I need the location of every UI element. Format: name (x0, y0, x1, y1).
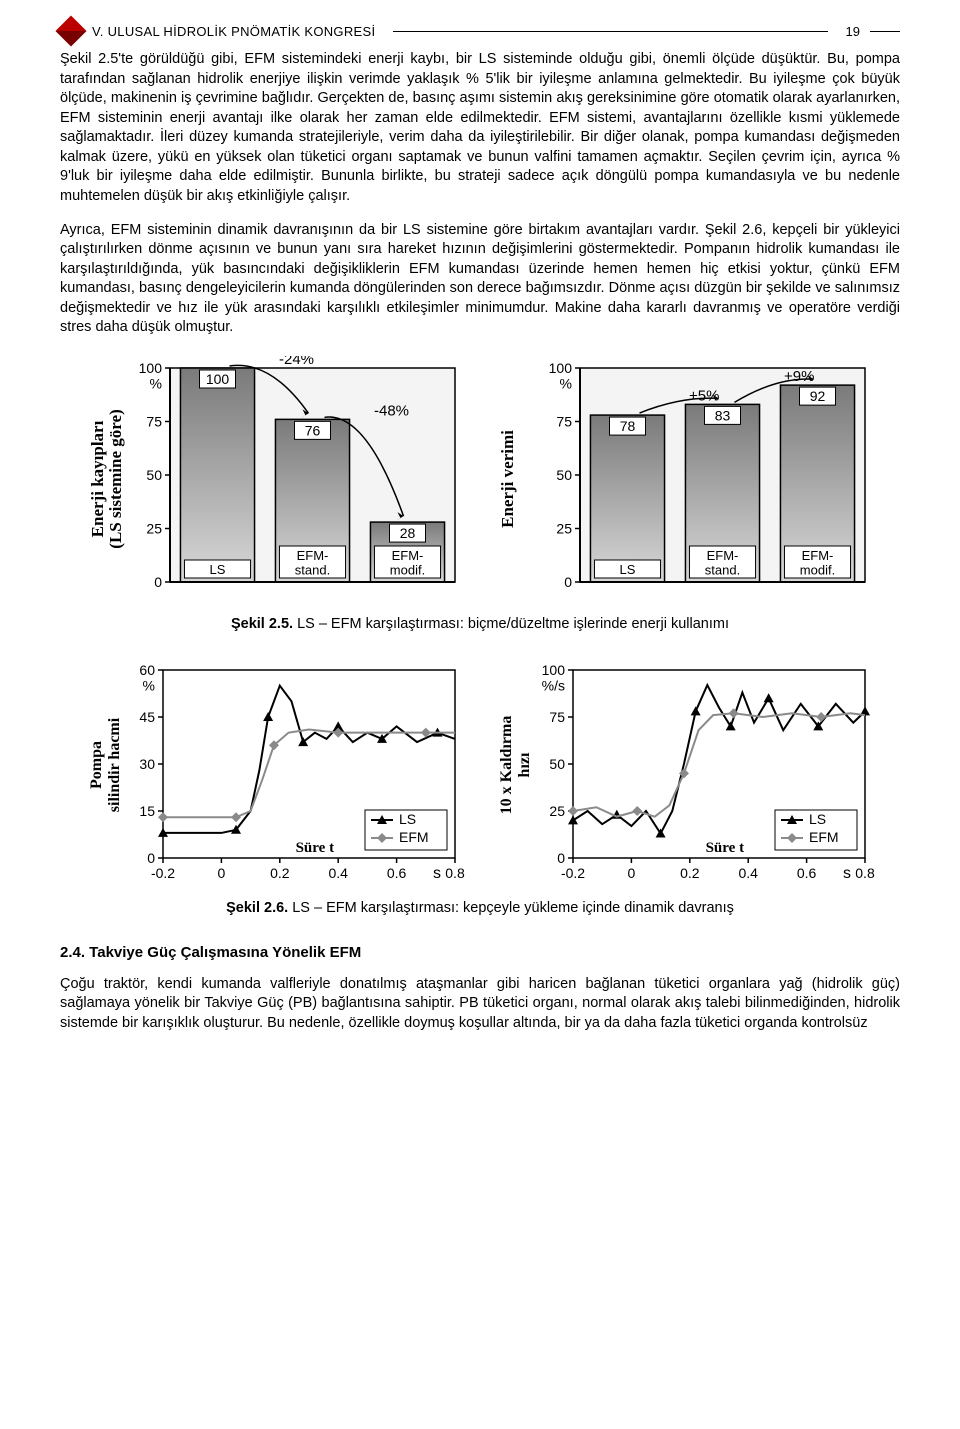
chart-energy-efficiency: Enerji verimi 0 25 50 75 100% 78 LS 83 EFM-stand.… (495, 356, 875, 606)
chart-lift-speed: 10 x Kaldırmahızı0255075100%/s-0.200.20.… (495, 660, 875, 890)
svg-text:EFM-stand.: EFM-stand. (295, 548, 330, 577)
header-rule (393, 31, 827, 32)
svg-text:LS: LS (210, 562, 226, 577)
svg-text:100: 100 (206, 371, 230, 387)
svg-text:25: 25 (556, 520, 572, 536)
header-rule-end (870, 31, 900, 32)
svg-text:LS: LS (620, 562, 636, 577)
caption-2-5-text: LS – EFM karşılaştırması: biçme/düzeltme… (293, 616, 729, 632)
svg-text:LS: LS (809, 811, 826, 827)
svg-text:0.6: 0.6 (797, 865, 817, 881)
svg-text:76: 76 (305, 422, 321, 438)
svg-text:-0.2: -0.2 (561, 865, 585, 881)
caption-2-5: Şekil 2.5. LS – EFM karşılaştırması: biç… (60, 616, 900, 632)
svg-text:75: 75 (549, 709, 565, 725)
svg-text:25: 25 (549, 803, 565, 819)
svg-text:75: 75 (556, 413, 572, 429)
header-title: V. ULUSAL HİDROLİK PNÖMATİK KONGRESİ (92, 24, 375, 39)
svg-text:s: s (843, 865, 851, 882)
svg-text:Süre t: Süre t (706, 840, 744, 856)
svg-text:0.4: 0.4 (738, 865, 758, 881)
svg-text:83: 83 (715, 407, 731, 423)
svg-text:(LS sistemine göre): (LS sistemine göre) (106, 409, 125, 548)
caption-2-6: Şekil 2.6. LS – EFM karşılaştırması: kep… (60, 900, 900, 916)
svg-text:78: 78 (620, 418, 636, 434)
svg-text:50: 50 (556, 467, 572, 483)
svg-text:0.2: 0.2 (270, 865, 290, 881)
svg-text:0.8: 0.8 (445, 865, 465, 881)
svg-text:0.6: 0.6 (387, 865, 407, 881)
svg-text:45: 45 (139, 709, 155, 725)
svg-text:50: 50 (549, 756, 565, 772)
svg-text:0: 0 (557, 850, 565, 866)
svg-text:25: 25 (146, 520, 162, 536)
page-number: 19 (846, 24, 860, 39)
svg-text:0: 0 (628, 865, 636, 881)
svg-text:0.8: 0.8 (855, 865, 875, 881)
svg-text:100%/s: 100%/s (542, 662, 566, 693)
paragraph-1: Şekil 2.5'te görüldüğü gibi, EFM sistemi… (60, 50, 900, 207)
svg-text:LS: LS (399, 811, 416, 827)
svg-text:EFM: EFM (399, 829, 429, 845)
paragraph-2: Ayrıca, EFM sisteminin dinamik davranışı… (60, 221, 900, 338)
svg-text:+5%: +5% (689, 387, 719, 404)
paragraph-3: Çoğu traktör, kendi kumanda valfleriyle … (60, 975, 900, 1034)
svg-text:Pompa: Pompa (88, 741, 105, 789)
svg-text:28: 28 (400, 525, 416, 541)
svg-text:92: 92 (810, 388, 826, 404)
page-header: V. ULUSAL HİDROLİK PNÖMATİK KONGRESİ 19 (60, 20, 900, 42)
svg-text:+9%: +9% (784, 368, 814, 385)
svg-text:EFM-modif.: EFM-modif. (800, 548, 835, 577)
svg-text:s: s (433, 865, 441, 882)
caption-2-6-text: LS – EFM karşılaştırması: kepçeyle yükle… (288, 900, 734, 916)
svg-text:EFM: EFM (809, 829, 839, 845)
svg-text:EFM-modif.: EFM-modif. (390, 548, 425, 577)
svg-text:hızı: hızı (516, 752, 533, 777)
svg-text:75: 75 (146, 413, 162, 429)
svg-text:0: 0 (564, 574, 572, 590)
svg-text:EFM-stand.: EFM-stand. (705, 548, 740, 577)
svg-text:100%: 100% (549, 360, 573, 391)
caption-2-6-label: Şekil 2.6. (226, 900, 288, 916)
svg-text:0: 0 (147, 850, 155, 866)
svg-text:100%: 100% (139, 360, 163, 391)
svg-text:15: 15 (139, 803, 155, 819)
svg-text:-24%: -24% (279, 356, 314, 368)
svg-text:0.2: 0.2 (680, 865, 700, 881)
svg-text:-0.2: -0.2 (151, 865, 175, 881)
svg-text:Enerji verimi: Enerji verimi (498, 430, 517, 528)
svg-text:silindir hacmi: silindir hacmi (106, 717, 123, 812)
svg-text:Süre t: Süre t (296, 840, 334, 856)
svg-text:Enerji kayıpları: Enerji kayıpları (88, 420, 107, 537)
chart-energy-loss: Enerji kayıpları(LS sistemine göre) 0 25 50… (85, 356, 465, 606)
figure-2-6: Pompasilindir hacmi015304560%-0.200.20.4… (60, 660, 900, 890)
congress-logo-icon (55, 15, 86, 46)
svg-text:30: 30 (139, 756, 155, 772)
svg-text:60%: 60% (139, 662, 155, 693)
svg-text:0: 0 (218, 865, 226, 881)
svg-text:0.4: 0.4 (328, 865, 348, 881)
caption-2-5-label: Şekil 2.5. (231, 616, 293, 632)
svg-text:0: 0 (154, 574, 162, 590)
svg-text:50: 50 (146, 467, 162, 483)
svg-text:-48%: -48% (374, 402, 409, 419)
svg-text:10 x Kaldırma: 10 x Kaldırma (498, 716, 515, 815)
chart-pump-displacement: Pompasilindir hacmi015304560%-0.200.20.4… (85, 660, 465, 890)
figure-2-5: Enerji kayıpları(LS sistemine göre) 0 25 50… (60, 356, 900, 606)
section-2-4-heading: 2.4. Takviye Güç Çalışmasına Yönelik EFM (60, 944, 900, 961)
